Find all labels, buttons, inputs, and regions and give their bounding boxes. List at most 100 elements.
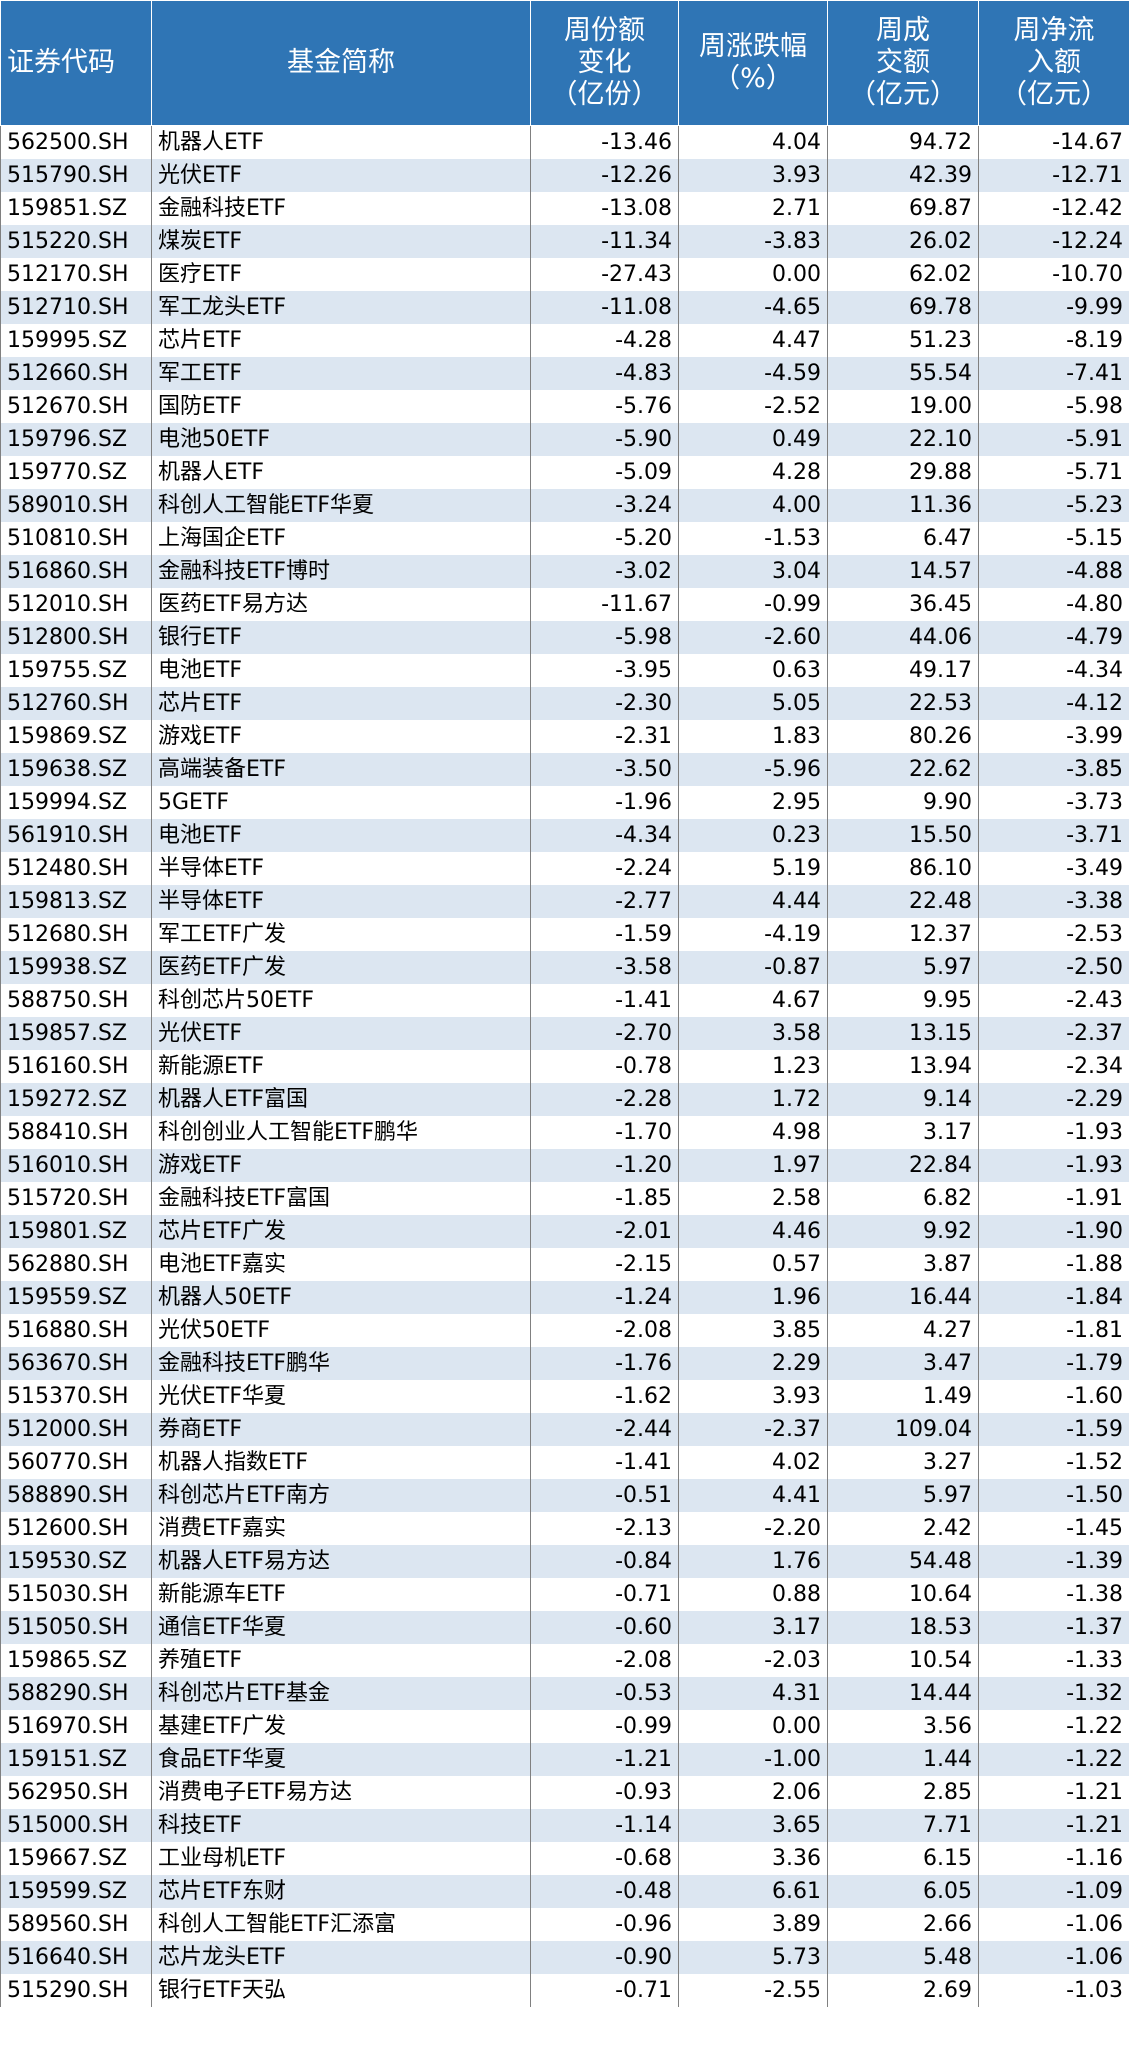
number-cell: 1.76 [678, 1545, 828, 1578]
number-cell: 11.36 [827, 489, 979, 522]
number-cell: -5.20 [530, 522, 679, 555]
text-cell: 159796.SZ [0, 423, 152, 456]
number-cell: 3.04 [678, 555, 828, 588]
table-row: 563670.SH 金融科技ETF鹏华 -1.76 2.29 3.47 -1.79 [0, 1347, 1129, 1380]
number-cell: -0.78 [530, 1050, 679, 1083]
table-row: 159851.SZ 金融科技ETF -13.08 2.71 69.87 -12.42 [0, 192, 1129, 225]
table-row: 159151.SZ 食品ETF华夏 -1.21 -1.00 1.44 -1.22 [0, 1743, 1129, 1776]
text-cell: 银行ETF天弘 [151, 1974, 531, 2007]
number-cell: -4.83 [530, 357, 679, 390]
number-cell: -4.88 [978, 555, 1129, 588]
number-cell: -2.50 [978, 951, 1129, 984]
text-cell: 芯片龙头ETF [151, 1941, 531, 1974]
number-cell: 1.97 [678, 1149, 828, 1182]
number-cell: 2.66 [827, 1908, 979, 1941]
number-cell: -4.34 [978, 654, 1129, 687]
number-cell: -1.21 [978, 1809, 1129, 1842]
number-cell: -1.62 [530, 1380, 679, 1413]
text-cell: 562880.SH [0, 1248, 152, 1281]
number-cell: -0.96 [530, 1908, 679, 1941]
text-cell: 工业母机ETF [151, 1842, 531, 1875]
number-cell: -2.43 [978, 984, 1129, 1017]
table-row: 588890.SH 科创芯片ETF南方 -0.51 4.41 5.97 -1.50 [0, 1479, 1129, 1512]
text-cell: 机器人ETF富国 [151, 1083, 531, 1116]
number-cell: -2.44 [530, 1413, 679, 1446]
number-cell: 3.93 [678, 159, 828, 192]
text-cell: 512670.SH [0, 390, 152, 423]
text-cell: 512000.SH [0, 1413, 152, 1446]
text-cell: 科创创业人工智能ETF鹏华 [151, 1116, 531, 1149]
text-cell: 515290.SH [0, 1974, 152, 2007]
number-cell: -1.59 [978, 1413, 1129, 1446]
number-cell: -5.90 [530, 423, 679, 456]
number-cell: -1.21 [530, 1743, 679, 1776]
table-row: 512010.SH 医药ETF易方达 -11.67 -0.99 36.45 -4.80 [0, 588, 1129, 621]
table-row: 515030.SH 新能源车ETF -0.71 0.88 10.64 -1.38 [0, 1578, 1129, 1611]
number-cell: 10.54 [827, 1644, 979, 1677]
number-cell: -13.46 [530, 125, 679, 159]
header-line: 周份额 [564, 15, 645, 46]
text-cell: 光伏ETF [151, 1017, 531, 1050]
table-row: 588750.SH 科创芯片50ETF -1.41 4.67 9.95 -2.43 [0, 984, 1129, 1017]
table-row: 562500.SH 机器人ETF -13.46 4.04 94.72 -14.67 [0, 125, 1129, 159]
text-cell: 562950.SH [0, 1776, 152, 1809]
table-row: 512170.SH 医疗ETF -27.43 0.00 62.02 -10.70 [0, 258, 1129, 291]
number-cell: -1.93 [978, 1149, 1129, 1182]
number-cell: -2.20 [678, 1512, 828, 1545]
text-cell: 588750.SH [0, 984, 152, 1017]
text-cell: 159938.SZ [0, 951, 152, 984]
number-cell: -0.53 [530, 1677, 679, 1710]
number-cell: -5.23 [978, 489, 1129, 522]
text-cell: 159770.SZ [0, 456, 152, 489]
table-row: 510810.SH 上海国企ETF -5.20 -1.53 6.47 -5.15 [0, 522, 1129, 555]
table-row: 515790.SH 光伏ETF -12.26 3.93 42.39 -12.71 [0, 159, 1129, 192]
text-cell: 159599.SZ [0, 1875, 152, 1908]
number-cell: -9.99 [978, 291, 1129, 324]
number-cell: -4.19 [678, 918, 828, 951]
text-cell: 上海国企ETF [151, 522, 531, 555]
number-cell: 4.27 [827, 1314, 979, 1347]
text-cell: 国防ETF [151, 390, 531, 423]
text-cell: 588890.SH [0, 1479, 152, 1512]
text-cell: 半导体ETF [151, 885, 531, 918]
number-cell: 4.31 [678, 1677, 828, 1710]
header-line: 入额 [1027, 47, 1081, 78]
text-cell: 159272.SZ [0, 1083, 152, 1116]
number-cell: -12.24 [978, 225, 1129, 258]
table-row: 159770.SZ 机器人ETF -5.09 4.28 29.88 -5.71 [0, 456, 1129, 489]
number-cell: 5.19 [678, 852, 828, 885]
text-cell: 512800.SH [0, 621, 152, 654]
number-cell: 1.23 [678, 1050, 828, 1083]
text-cell: 516160.SH [0, 1050, 152, 1083]
number-cell: -0.48 [530, 1875, 679, 1908]
text-cell: 养殖ETF [151, 1644, 531, 1677]
number-cell: -0.87 [678, 951, 828, 984]
text-cell: 电池ETF [151, 654, 531, 687]
number-cell: -1.06 [978, 1941, 1129, 1974]
number-cell: 69.78 [827, 291, 979, 324]
text-cell: 芯片ETF [151, 687, 531, 720]
table-row: 562950.SH 消费电子ETF易方达 -0.93 2.06 2.85 -1.21 [0, 1776, 1129, 1809]
number-cell: -3.95 [530, 654, 679, 687]
number-cell: -0.99 [530, 1710, 679, 1743]
table-row: 159865.SZ 养殖ETF -2.08 -2.03 10.54 -1.33 [0, 1644, 1129, 1677]
number-cell: -11.08 [530, 291, 679, 324]
number-cell: -12.42 [978, 192, 1129, 225]
number-cell: -1.09 [978, 1875, 1129, 1908]
number-cell: -0.71 [530, 1578, 679, 1611]
number-cell: -1.93 [978, 1116, 1129, 1149]
table-row: 159994.SZ 5GETF -1.96 2.95 9.90 -3.73 [0, 786, 1129, 819]
number-cell: -2.01 [530, 1215, 679, 1248]
number-cell: 22.62 [827, 753, 979, 786]
number-cell: -3.58 [530, 951, 679, 984]
number-cell: 3.47 [827, 1347, 979, 1380]
number-cell: 55.54 [827, 357, 979, 390]
table-row: 512600.SH 消费ETF嘉实 -2.13 -2.20 2.42 -1.45 [0, 1512, 1129, 1545]
number-cell: -1.52 [978, 1446, 1129, 1479]
number-cell: 4.44 [678, 885, 828, 918]
text-cell: 金融科技ETF鹏华 [151, 1347, 531, 1380]
number-cell: -2.24 [530, 852, 679, 885]
etf-flow-table: 证券代码 基金简称 周份额 变化 （亿份） 周涨跌幅 （%） 周成 交额 （亿元） 周净流 入额 （亿元… [0, 0, 1129, 2007]
number-cell: -1.45 [978, 1512, 1129, 1545]
table-row: 159801.SZ 芯片ETF广发 -2.01 4.46 9.92 -1.90 [0, 1215, 1129, 1248]
